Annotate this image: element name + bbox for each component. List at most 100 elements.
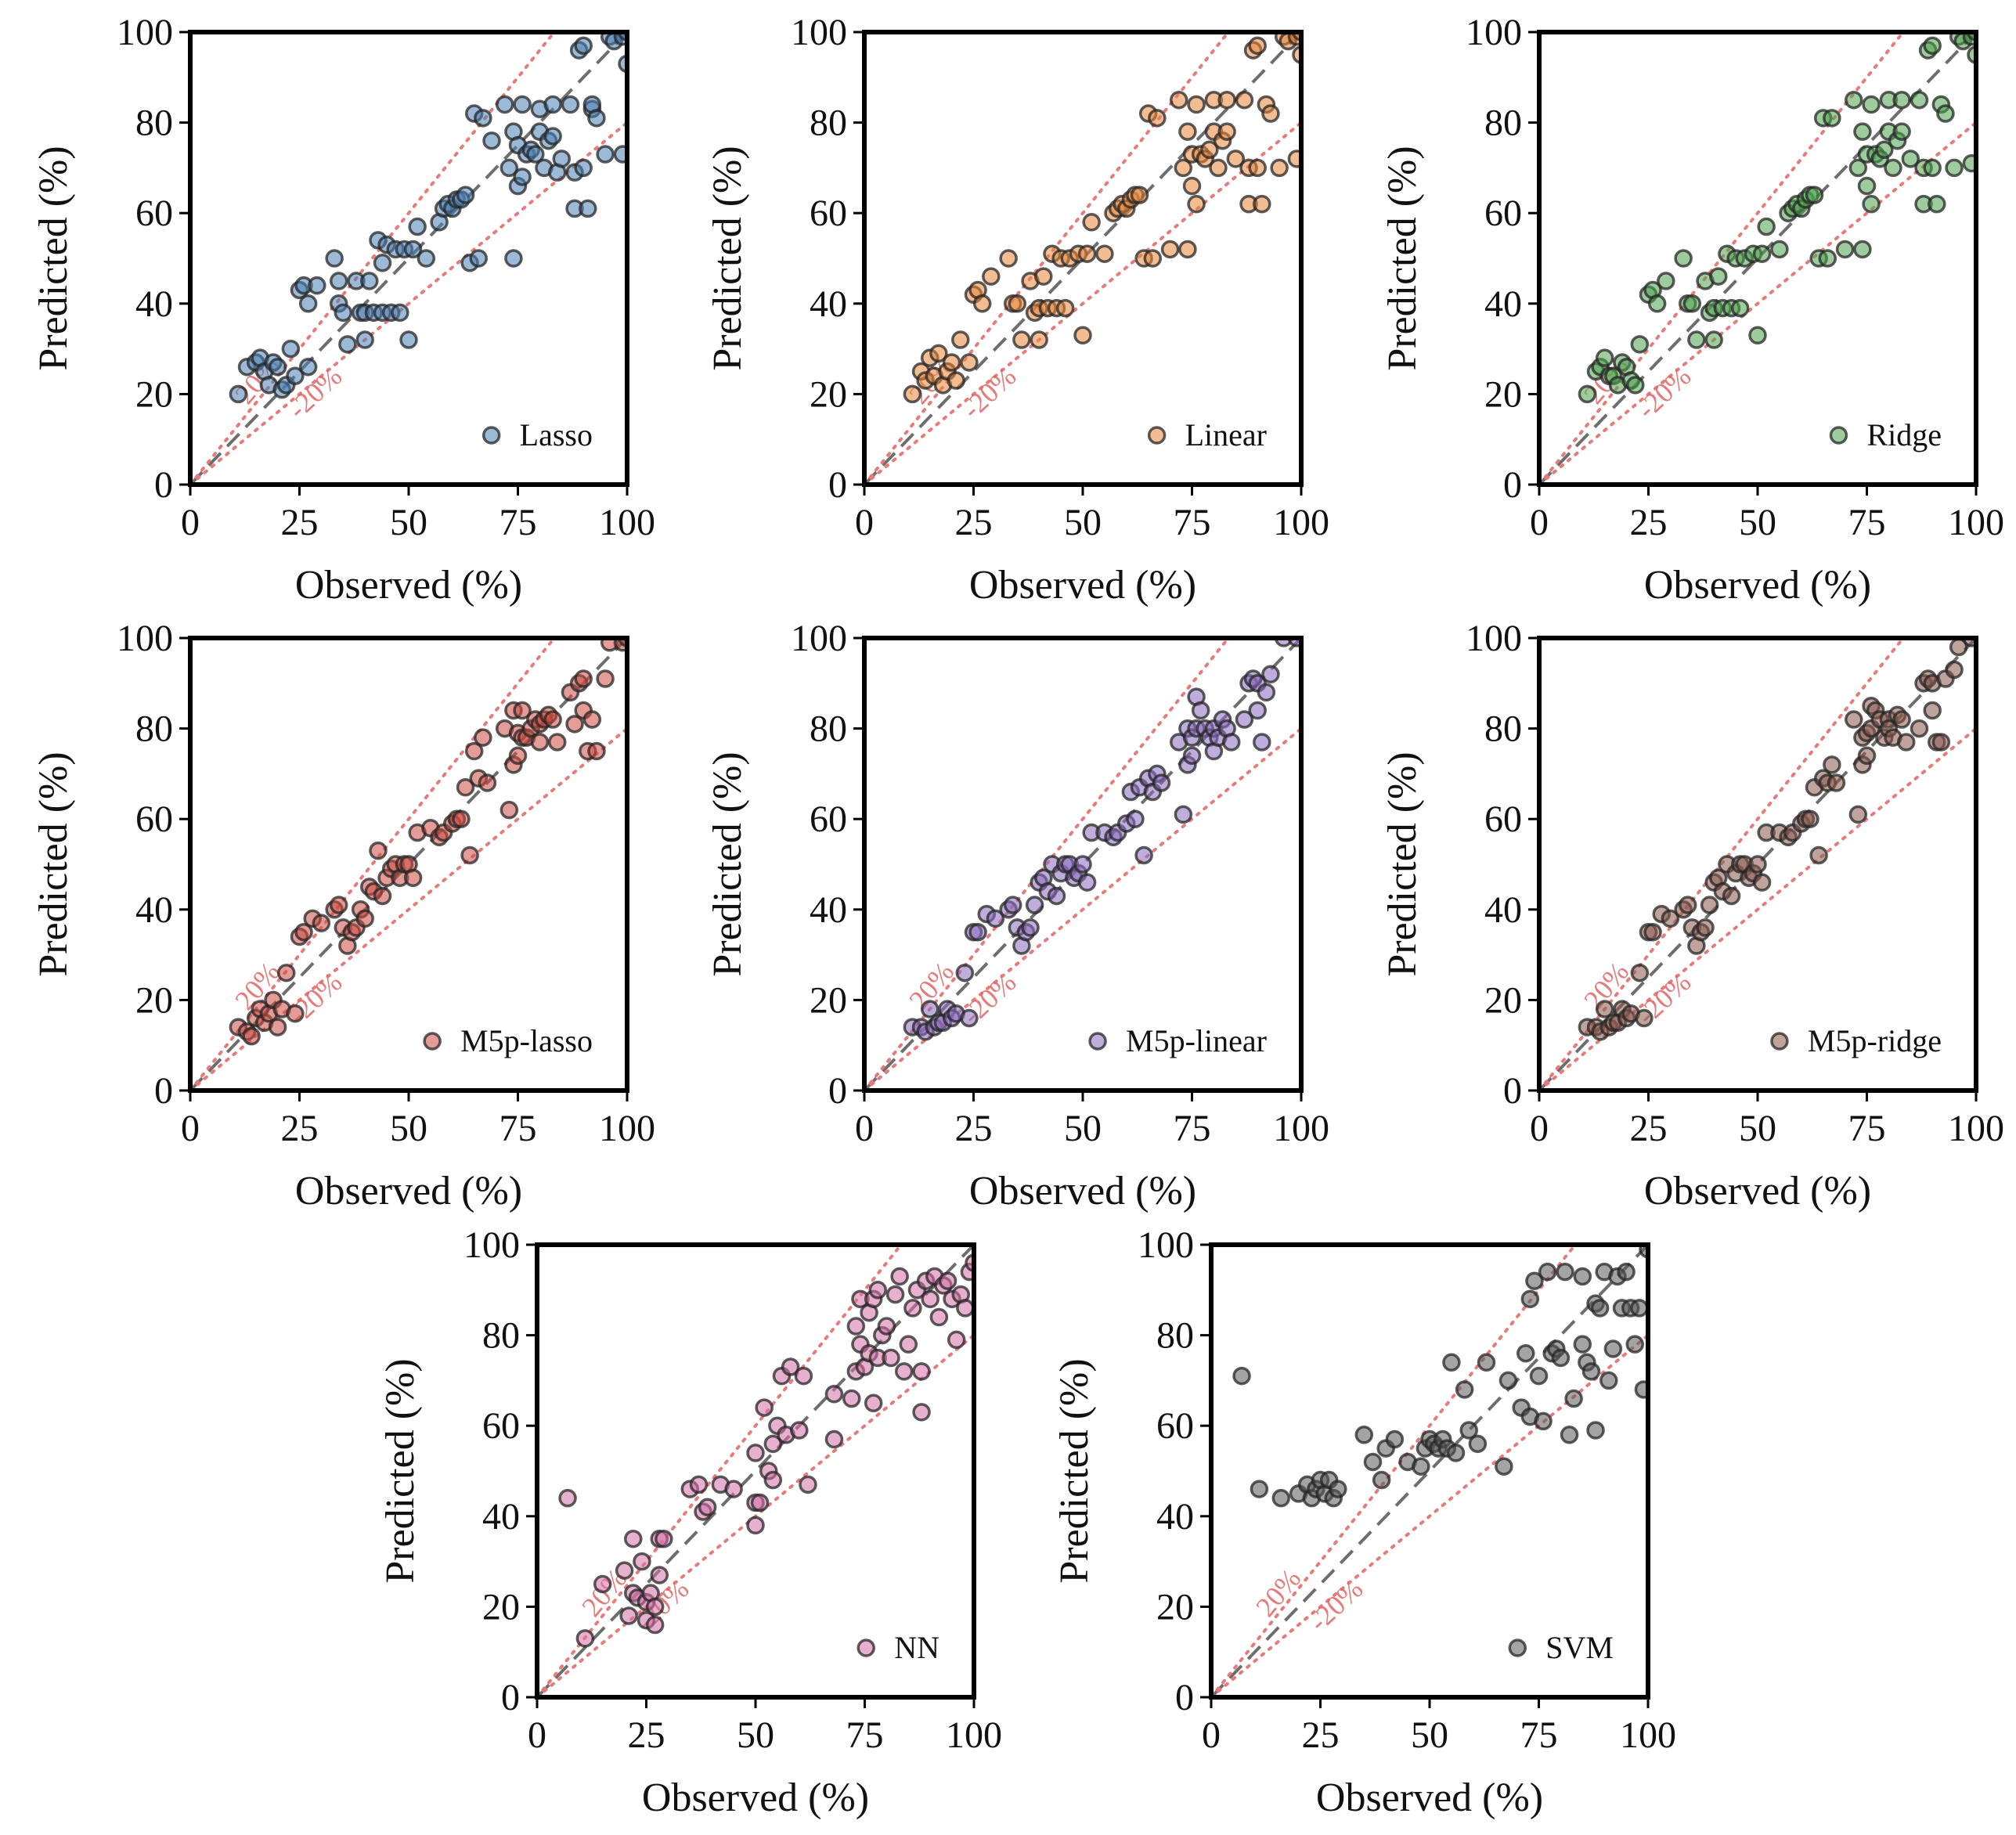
data-point [1187,95,1206,114]
data-point [474,728,492,747]
y-tick-label: 100 [791,618,847,659]
legend-label: Lasso [520,417,593,452]
data-point [1661,909,1680,928]
y-tick-label: 80 [810,708,847,750]
data-point [615,1561,634,1580]
data-point [1835,240,1855,259]
y-tick-label: 40 [1156,1496,1194,1538]
data-point [513,701,532,720]
data-point [1187,194,1206,214]
data-point [1625,1335,1645,1354]
data-point [920,1000,939,1018]
minus-20-label: -20% [1631,360,1697,424]
data-point [1130,186,1149,204]
data-point [912,1403,931,1422]
data-point [403,240,423,259]
data-point [763,1470,783,1490]
legend-label: NN [894,1630,939,1665]
data-point [1901,150,1920,168]
data-point [1232,1366,1251,1386]
data-point [329,896,348,914]
y-tick-label: 20 [1156,1586,1194,1628]
x-tick-label: 25 [1630,502,1668,543]
plus-20-line [537,1245,903,1697]
data-point [955,963,975,982]
data-points [1578,638,1976,1041]
data-point [277,963,296,982]
data-points [558,1253,974,1648]
scatter-panel-m5p-lasso: 20%-20% 0 25 50 75 100 0 20 40 60 80 100 Observed (%… [31,618,655,1213]
y-tick-label: 20 [482,1586,520,1628]
y-tick-label: 80 [810,103,847,144]
data-point [1253,194,1271,214]
x-tick-label: 75 [1520,1714,1558,1756]
y-tick-label: 100 [117,12,173,53]
y-tick-label: 100 [1138,1224,1194,1266]
data-point [1551,1348,1571,1368]
data-points [1578,32,1976,404]
data-point [1823,109,1841,128]
data-point [1143,249,1163,268]
y-tick-label: 40 [810,889,847,931]
data-point [294,922,313,942]
data-point [968,922,987,942]
plot-area: 20%-20% [1539,638,1976,1091]
data-point [1200,140,1219,160]
x-tick-label: 25 [1630,1108,1668,1149]
data-point [582,710,602,729]
y-tick-label: 20 [1484,373,1522,415]
data-point [846,1317,866,1336]
data-point [1853,122,1872,141]
plus-20-line [864,32,1231,485]
data-point [1047,886,1066,906]
y-tick-label: 20 [1484,979,1522,1021]
y-axis-label: Predicted (%) [1380,752,1425,976]
y-tick-label: 20 [135,979,173,1021]
data-point [1174,158,1193,178]
data-point [1682,294,1702,313]
data-point [1152,773,1171,792]
x-tick-label: 75 [846,1714,884,1756]
data-point [1534,1411,1553,1431]
scatter-panel-svm: 20%-20% 0 25 50 75 100 0 20 40 60 80 100 Observed (%… [1052,1224,1676,1820]
x-axis-label: Observed (%) [1644,563,1871,607]
data-point [1928,194,1946,214]
legend-marker [1829,426,1848,445]
data-point [781,1357,800,1376]
data-point [1818,249,1837,268]
y-tick-label: 0 [828,1070,847,1112]
data-points [229,638,627,1046]
data-point [1261,104,1280,123]
y-tick-label: 60 [1484,193,1522,234]
legend-label: M5p-linear [1126,1023,1267,1058]
data-point [391,303,409,323]
data-point [286,366,305,386]
data-point [650,1566,669,1584]
data-point [1271,1488,1291,1508]
data-point [655,1529,673,1548]
data-point [1226,150,1246,168]
data-point [982,267,1001,286]
y-tick-label: 80 [135,103,173,144]
plot-area: 20%-20% [190,32,627,485]
data-point [1160,240,1180,259]
plus-20-line [1539,638,1906,1091]
data-point [1603,1339,1623,1358]
y-tick-label: 0 [1503,464,1522,506]
x-tick-label: 25 [281,502,319,543]
data-point [1250,1480,1269,1498]
data-point [1148,109,1167,128]
data-point [1678,896,1697,914]
y-tick-label: 0 [1503,1070,1522,1112]
data-point [1962,153,1976,173]
data-point [242,1026,261,1046]
data-point [1845,710,1863,729]
data-point [504,249,523,268]
data-point [689,1475,709,1494]
data-point [474,109,492,128]
data-point [1253,733,1271,752]
y-tick-label: 40 [1484,889,1522,931]
x-tick-label: 0 [181,1108,200,1149]
data-point [1468,1434,1488,1454]
